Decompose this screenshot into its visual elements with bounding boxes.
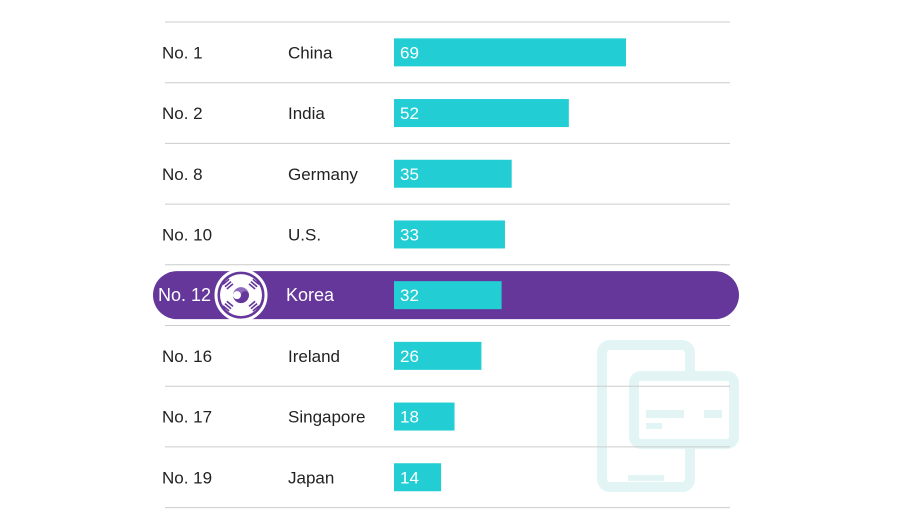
value-label: 69 bbox=[400, 43, 419, 62]
rank-label: No. 2 bbox=[162, 104, 203, 123]
value-label: 32 bbox=[400, 286, 419, 305]
rank-label: No. 17 bbox=[162, 408, 212, 427]
chart-row: No. 16 Ireland 26 bbox=[162, 341, 482, 370]
country-label: Ireland bbox=[288, 347, 340, 366]
country-label: Germany bbox=[288, 165, 358, 184]
rank-label: No. 10 bbox=[162, 225, 212, 244]
country-label: Korea bbox=[286, 285, 335, 305]
value-bar bbox=[394, 341, 482, 370]
value-label: 52 bbox=[400, 104, 419, 123]
value-label: 14 bbox=[400, 468, 419, 487]
rank-label: No. 1 bbox=[162, 43, 203, 62]
chart-row: No. 10 U.S. 33 bbox=[162, 220, 505, 249]
value-label: 35 bbox=[400, 165, 419, 184]
chart-row: No. 12 Korea 32 bbox=[153, 268, 739, 322]
value-bar bbox=[394, 159, 512, 188]
country-label: India bbox=[288, 104, 325, 123]
country-label: U.S. bbox=[288, 225, 321, 244]
chart-row: No. 8 Germany 35 bbox=[162, 159, 512, 188]
chart-row: No. 2 India 52 bbox=[162, 99, 569, 128]
value-bar bbox=[394, 220, 505, 249]
chart-row: No. 19 Japan 14 bbox=[162, 463, 442, 492]
chart-row: No. 1 China 69 bbox=[162, 38, 626, 67]
value-bar bbox=[394, 402, 455, 431]
country-label: China bbox=[288, 43, 333, 62]
chart-row: No. 17 Singapore 18 bbox=[162, 402, 455, 431]
value-label: 18 bbox=[400, 408, 419, 427]
value-bar bbox=[394, 281, 502, 310]
mobile-payment-card-icon bbox=[597, 340, 739, 492]
value-bar bbox=[394, 463, 442, 492]
country-label: Japan bbox=[288, 468, 334, 487]
country-label: Singapore bbox=[288, 408, 366, 427]
south-korea-flag-icon bbox=[214, 268, 268, 322]
rank-label: No. 19 bbox=[162, 468, 212, 487]
value-label: 26 bbox=[400, 347, 419, 366]
value-bar bbox=[394, 99, 569, 128]
rank-label: No. 16 bbox=[162, 347, 212, 366]
row-dividers bbox=[165, 21, 730, 509]
rank-label: No. 12 bbox=[158, 285, 211, 305]
rank-label: No. 8 bbox=[162, 165, 203, 184]
value-bar bbox=[394, 38, 626, 67]
value-label: 33 bbox=[400, 225, 419, 244]
